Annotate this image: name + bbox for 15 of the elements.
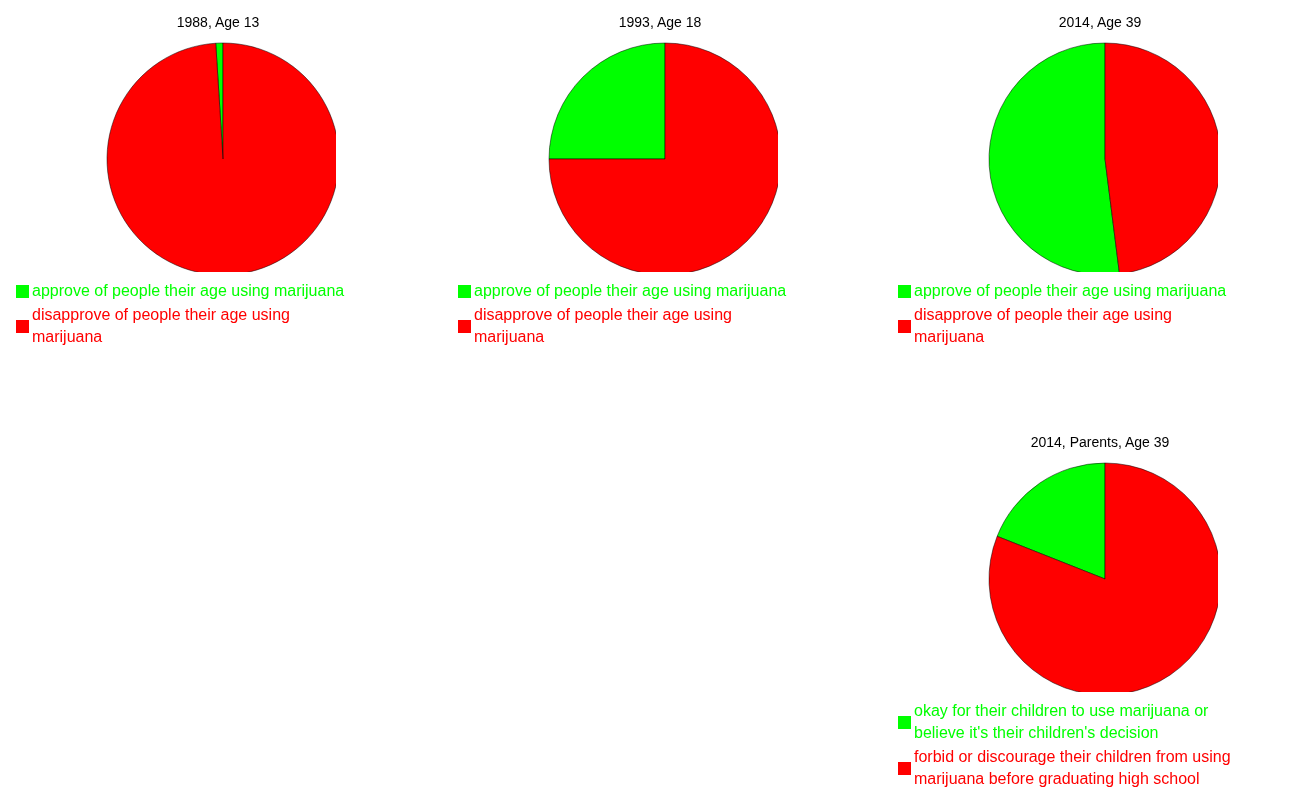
chart-title: 1993, Age 18	[617, 13, 703, 32]
legend-label: approve of people their age using marijuana	[32, 281, 345, 301]
pie-slice	[988, 462, 1218, 692]
legend-label: forbid or discourage their children from using marijuana before graduating high school	[914, 747, 1232, 789]
pie-slice	[548, 42, 778, 272]
legend-label: okay for their children to use marijuana or believe it's their children's decision	[914, 701, 1210, 743]
chart-title: 1988, Age 13	[175, 13, 261, 32]
legend-label: disapprove of people their age using marijuana	[474, 305, 733, 347]
chart-title: 2014, Age 39	[1057, 13, 1143, 32]
legend-label: approve of people their age using marijuana	[914, 281, 1227, 301]
legend-label: disapprove of people their age using marijuana	[32, 305, 291, 347]
legend-label: disapprove of people their age using marijuana	[914, 305, 1173, 347]
legend-label: approve of people their age using marijuana	[474, 281, 787, 301]
pie-slice	[106, 42, 336, 272]
chart-title: 2014, Parents, Age 39	[1029, 433, 1171, 452]
